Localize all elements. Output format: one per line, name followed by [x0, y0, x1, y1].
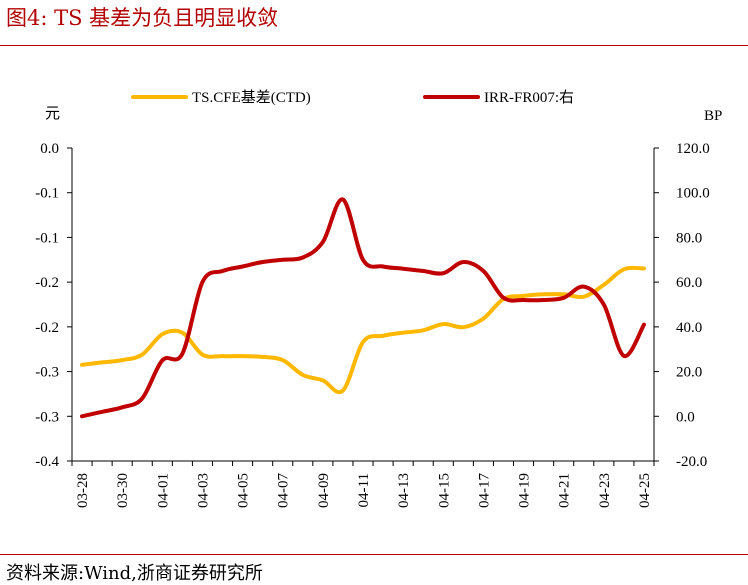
x-tick-label: 03-28: [75, 473, 91, 508]
right-tick-label: 100.0: [676, 186, 710, 202]
x-tick-label: 04-01: [155, 473, 171, 508]
figure-title: 图4: TS 基差为负且明显收敛: [6, 6, 279, 30]
x-tick-label: 04-15: [436, 473, 452, 508]
left-tick-label: -0.3: [35, 365, 59, 381]
x-tick-label: 04-07: [276, 473, 292, 508]
left-tick-label: 0.0: [40, 141, 59, 157]
series-group: [80, 197, 646, 419]
x-tick-label: 04-25: [637, 473, 653, 508]
axes: [71, 148, 655, 462]
left-axis-ticks: 0.0 -0.1 -0.1 -0.2 -0.2 -0.3 -0.3 -0.4: [35, 141, 72, 470]
right-tick-label: 40.0: [676, 320, 702, 336]
right-tick-label: -20.0: [676, 454, 707, 470]
right-axis-unit: BP: [704, 108, 722, 124]
x-tick-label: 04-17: [476, 473, 492, 508]
x-tick-label: 04-05: [236, 473, 252, 508]
x-tick-label: 04-13: [396, 473, 412, 508]
x-tick-label: 04-23: [597, 473, 613, 508]
left-tick-label: -0.3: [35, 409, 59, 425]
title-rule: [0, 45, 748, 46]
left-tick-label: -0.2: [35, 275, 59, 291]
source-rule: [0, 554, 748, 555]
series-line-irr-fr007: [80, 197, 646, 419]
x-tick-label: 04-19: [517, 473, 533, 508]
right-tick-label: 120.0: [676, 141, 710, 157]
legend-label-left: TS.CFE基差(CTD): [192, 89, 311, 106]
legend: TS.CFE基差(CTD) IRR-FR007:右: [131, 89, 574, 106]
right-tick-label: 60.0: [676, 275, 702, 291]
left-tick-label: -0.2: [35, 320, 59, 336]
source-note: 资料来源:Wind,浙商证券研究所: [6, 563, 263, 584]
left-tick-label: -0.1: [35, 230, 59, 246]
series-line-ts-basis: [80, 265, 646, 395]
left-axis-unit: 元: [45, 106, 60, 122]
right-tick-label: 20.0: [676, 365, 702, 381]
left-tick-label: -0.4: [35, 454, 59, 470]
x-tick-label: 04-03: [195, 473, 211, 508]
x-tick-label: 04-11: [356, 473, 372, 507]
x-tick-label: 03-30: [115, 473, 131, 508]
right-tick-label: 80.0: [676, 230, 702, 246]
left-tick-label: -0.1: [35, 186, 59, 202]
legend-label-right: IRR-FR007:右: [484, 89, 574, 106]
x-tick-label: 04-21: [557, 473, 573, 508]
x-axis-ticks: 03-28 03-30 04-01 04-03 04-05 04-07 04-09 04-11…: [71, 461, 655, 508]
right-axis-ticks: 120.0 100.0 80.0 60.0 40.0 20.0 0.0 -20.0: [654, 141, 710, 470]
right-tick-label: 0.0: [676, 409, 695, 425]
x-tick-label: 04-09: [316, 473, 332, 508]
